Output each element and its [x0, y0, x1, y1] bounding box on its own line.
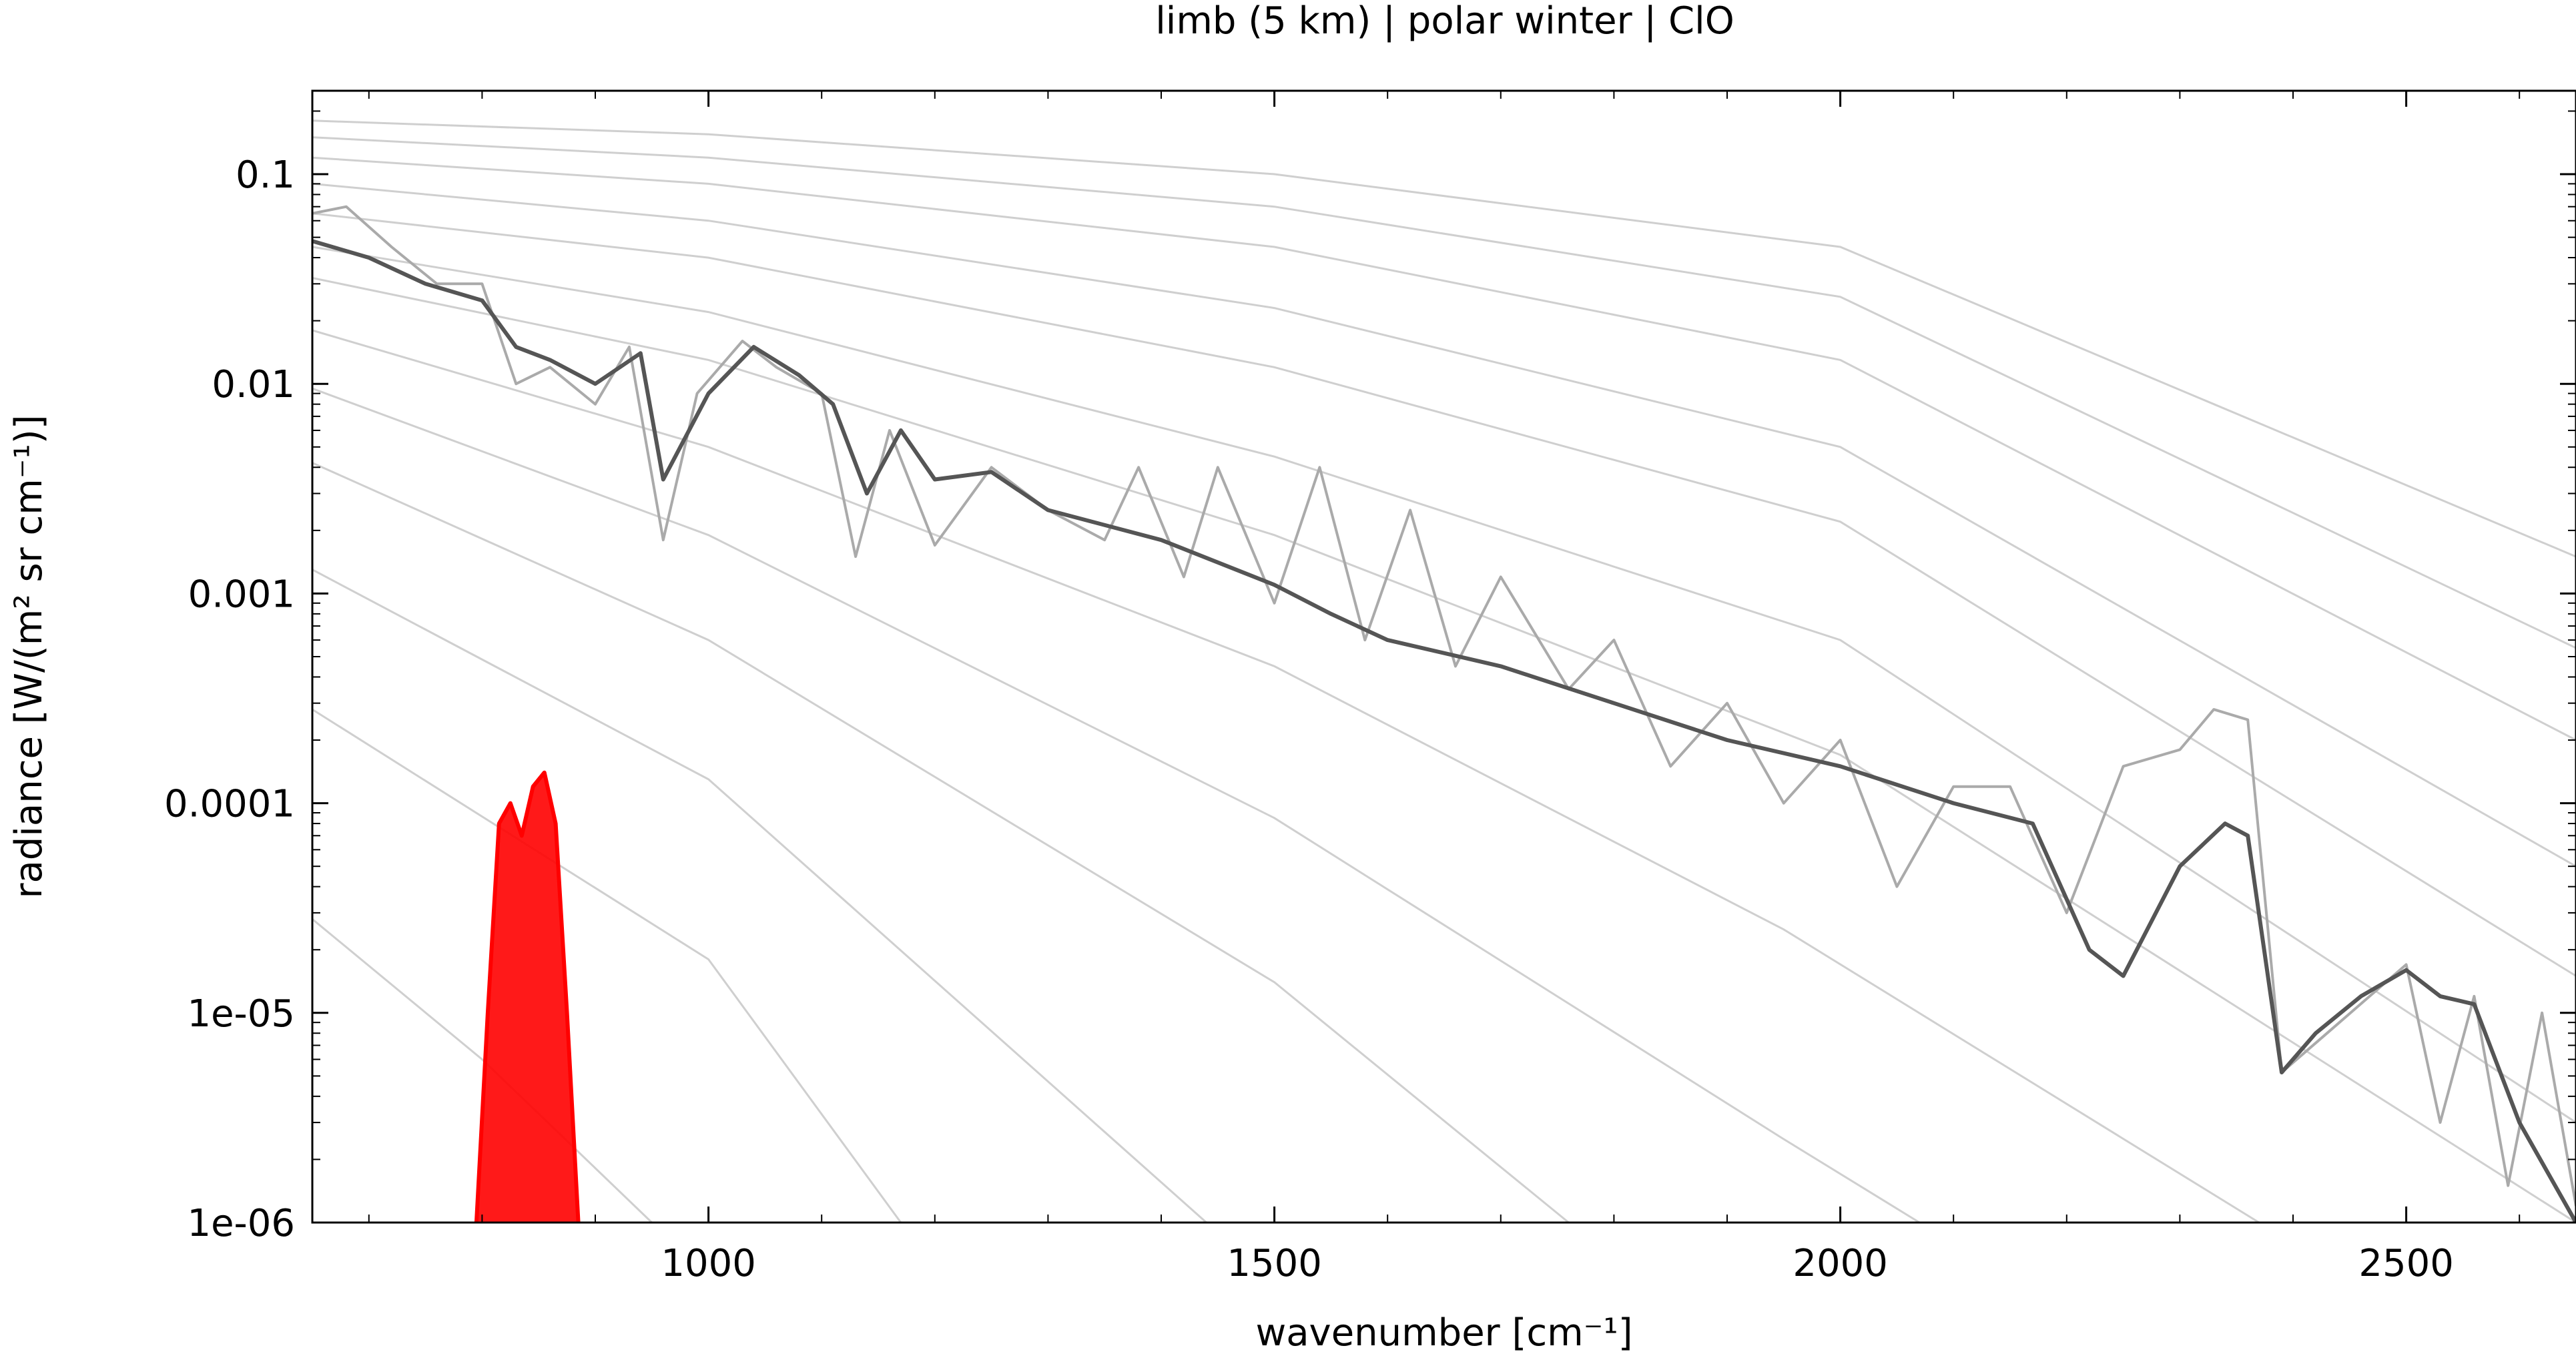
- reference-curve-11: [312, 569, 1207, 1224]
- x-tick-label: 1500: [1227, 1242, 1322, 1285]
- y-tick-label: 0.01: [212, 363, 295, 406]
- x-axis-label: wavenumber [cm⁻¹]: [1255, 1311, 1632, 1355]
- reference-curve-7: [312, 277, 2576, 1224]
- reference-curve-8: [312, 329, 2260, 1224]
- reference-curve-4: [312, 182, 2576, 868]
- reference-curve-13: [312, 918, 653, 1224]
- reference-curve-3: [312, 156, 2576, 741]
- clo-spectrum: [474, 770, 581, 1223]
- x-tick-label: 2500: [2358, 1242, 2454, 1285]
- y-tick-label: 1e-05: [187, 992, 295, 1036]
- plot-frame: [311, 89, 2576, 1224]
- y-tick-label: 0.001: [188, 573, 295, 616]
- reference-curve-5: [312, 212, 2576, 977]
- spectrum-series: [312, 205, 2576, 1224]
- reference-curve-1: [312, 119, 2576, 558]
- reference-curve-10: [312, 462, 1570, 1224]
- spectrum-dark: [312, 239, 2576, 1224]
- reference-curve-2: [312, 136, 2576, 649]
- x-tick-label: 1000: [661, 1242, 756, 1285]
- reference-curve-6: [312, 246, 2576, 1124]
- axis-ticks: 1000 1500 2000 2500 1e-06 1e-05 0.0001 0.001 0.0…: [164, 91, 2576, 1285]
- x-tick-label: 2000: [1793, 1242, 1888, 1285]
- y-tick-label: 0.1: [236, 153, 295, 197]
- reference-curve-9: [312, 387, 1921, 1224]
- y-axis-label: radiance [W/(m² sr cm⁻¹)]: [7, 414, 51, 898]
- y-tick-label: 0.0001: [164, 783, 295, 826]
- reference-curve-12: [312, 708, 902, 1223]
- chart-title: limb (5 km) | polar winter | ClO: [1155, 0, 1734, 43]
- y-tick-label: 1e-06: [187, 1202, 295, 1245]
- reference-curves: [312, 119, 2576, 1224]
- spectrum-light: [312, 205, 2576, 1207]
